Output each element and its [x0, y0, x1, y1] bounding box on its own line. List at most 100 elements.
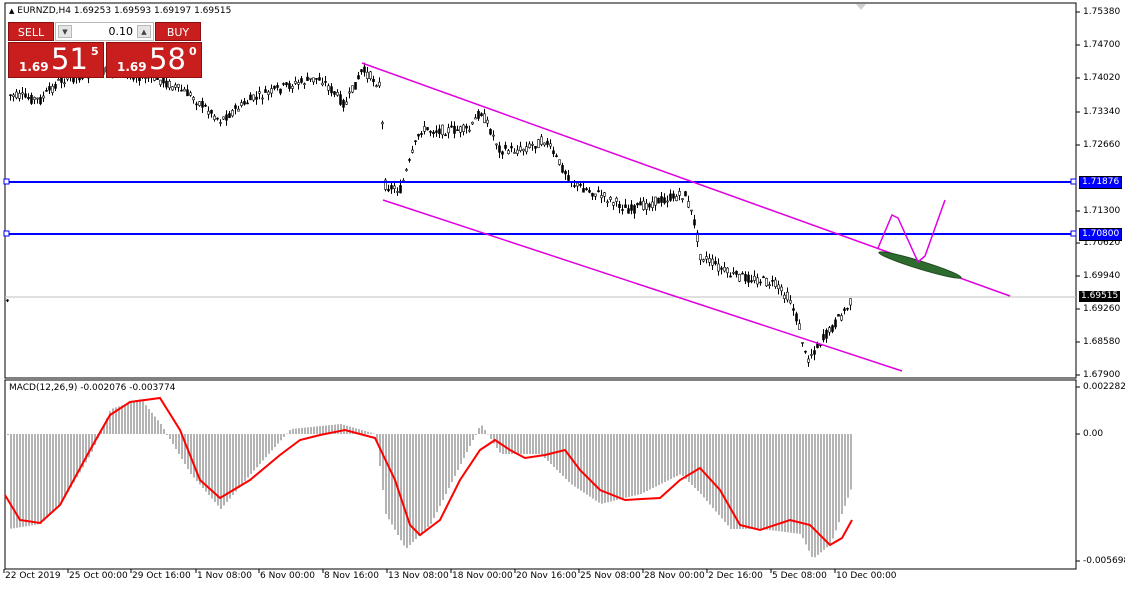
- candle-body: [723, 267, 726, 272]
- ohlc-label: 1.69253 1.69593 1.69197 1.69515: [73, 6, 232, 16]
- macd-bar: [34, 434, 36, 525]
- candle-body: [594, 193, 597, 197]
- candle-body: [444, 134, 447, 137]
- macd-bar: [673, 434, 675, 478]
- macd-bar: [793, 434, 795, 534]
- macd-bar: [481, 425, 483, 434]
- candle-body: [288, 83, 291, 89]
- candle-body: [519, 146, 522, 151]
- sell-button[interactable]: SELL: [8, 22, 54, 41]
- candle-body: [618, 203, 621, 208]
- candle-body: [687, 201, 690, 208]
- macd-bar: [295, 428, 297, 434]
- lot-value[interactable]: 0.10: [108, 25, 134, 38]
- candle-body: [837, 314, 840, 317]
- candle-body: [771, 280, 774, 282]
- macd-bar: [235, 434, 237, 492]
- candle-body: [663, 197, 666, 204]
- macd-bar: [121, 405, 123, 434]
- candle-body: [63, 82, 66, 85]
- macd-bar: [757, 434, 759, 529]
- macd-bar: [373, 433, 375, 434]
- macd-bar: [772, 434, 774, 531]
- macd-bar: [238, 434, 240, 488]
- macd-bar: [82, 434, 84, 468]
- candle-body: [36, 97, 39, 100]
- lot-increase-icon[interactable]: ▲: [137, 25, 151, 38]
- time-axis-label: 28 Nov 00:00: [644, 571, 705, 581]
- candle-body: [612, 202, 615, 206]
- macd-signal-line: [4, 396, 853, 547]
- candle-body: [258, 91, 261, 94]
- macd-bar: [619, 434, 621, 500]
- macd-bar: [193, 434, 195, 478]
- candle-body: [582, 188, 585, 193]
- macd-bar: [661, 434, 663, 484]
- sell-price-box[interactable]: 1.69 51 5: [8, 42, 104, 78]
- macd-bar: [406, 434, 408, 548]
- macd-bar: [148, 409, 150, 434]
- candle-body: [846, 307, 849, 310]
- macd-bar: [166, 434, 168, 435]
- candle-body: [195, 103, 198, 106]
- macd-bar: [385, 434, 387, 514]
- candle-body: [378, 81, 381, 87]
- chart-title: ▲ EURNZD,H4 1.69253 1.69593 1.69197 1.69…: [9, 6, 231, 16]
- candle-body: [15, 91, 18, 99]
- candle-body: [606, 201, 609, 204]
- macd-bar: [586, 434, 588, 495]
- candle-body: [351, 85, 354, 93]
- macd-bar: [7, 434, 9, 435]
- candle-body: [381, 122, 384, 125]
- macd-bar: [841, 434, 843, 514]
- macd-bar: [280, 434, 282, 441]
- macd-bar: [277, 434, 279, 444]
- candle-body: [420, 133, 423, 135]
- candle-body: [306, 76, 309, 81]
- macd-bar: [232, 434, 234, 495]
- hline-lower-tag: 1.70800: [1079, 228, 1123, 241]
- candle-body: [435, 130, 438, 133]
- macd-bar: [505, 434, 507, 454]
- hline-upper-handle-right: [1070, 178, 1077, 185]
- macd-bar: [352, 427, 354, 434]
- candle-body: [297, 82, 300, 85]
- lot-size-field[interactable]: ▼ 0.10 ▲: [55, 22, 154, 41]
- candle-body: [495, 143, 498, 146]
- macd-bar: [553, 434, 555, 467]
- buy-price-box[interactable]: 1.69 58 0: [106, 42, 202, 78]
- candle-body: [180, 89, 183, 92]
- macd-bar: [265, 434, 267, 458]
- macd-bar: [781, 434, 783, 532]
- macd-bar: [292, 428, 294, 434]
- candle-body: [630, 204, 633, 211]
- macd-bar: [370, 432, 372, 434]
- candle-body: [789, 300, 792, 304]
- candle-body: [459, 126, 462, 133]
- macd-bar: [49, 434, 51, 515]
- candle-body: [45, 90, 48, 92]
- macd-bar: [223, 434, 225, 506]
- macd-bar: [136, 400, 138, 434]
- macd-bar: [226, 434, 228, 502]
- macd-bar: [547, 434, 549, 461]
- lot-decrease-icon[interactable]: ▼: [58, 25, 72, 38]
- macd-axis-label: 0.002282: [1083, 382, 1125, 392]
- candle-body: [486, 119, 489, 124]
- macd-bar: [262, 434, 264, 461]
- candle-body: [756, 277, 759, 285]
- macd-bar: [250, 434, 252, 474]
- macd-bar: [19, 434, 21, 528]
- buy-button[interactable]: BUY: [155, 22, 201, 41]
- candle-body: [6, 299, 9, 302]
- macd-bar: [52, 434, 54, 512]
- macd-bar: [376, 434, 378, 442]
- macd-bar: [808, 434, 810, 551]
- macd-bar: [58, 434, 60, 506]
- candle-body: [834, 319, 837, 328]
- candle-body: [231, 110, 234, 117]
- time-axis-label: 2 Dec 16:00: [708, 571, 763, 581]
- macd-bar: [316, 426, 318, 434]
- time-axis-label: 25 Nov 08:00: [580, 571, 641, 581]
